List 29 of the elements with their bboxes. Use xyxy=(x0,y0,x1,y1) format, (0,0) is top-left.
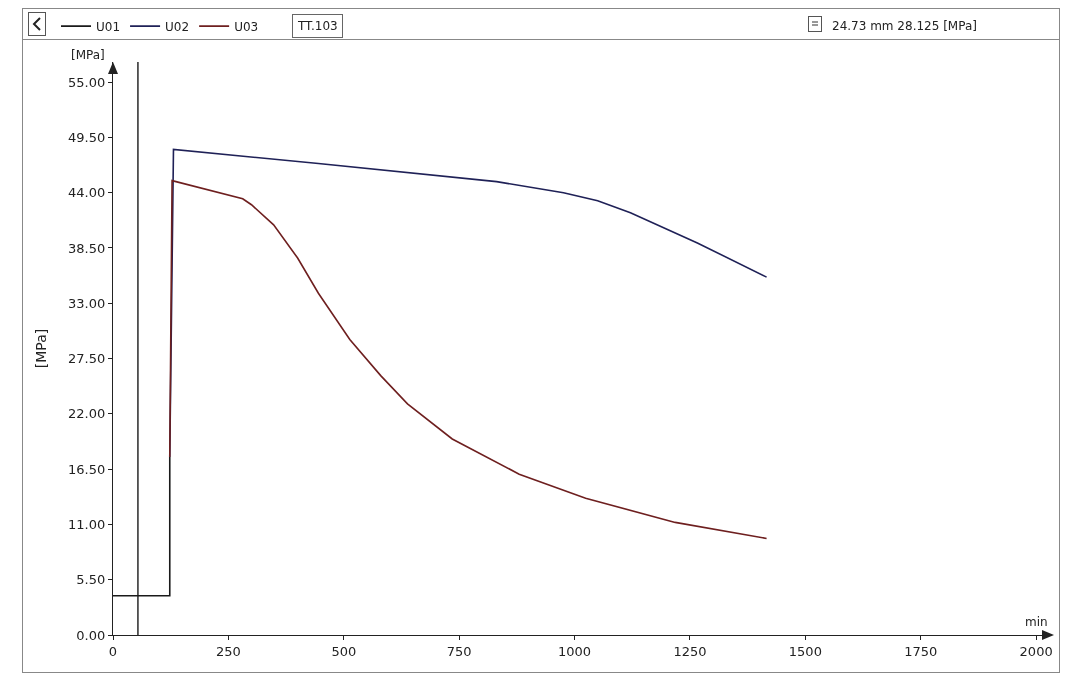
x-tick-label: 0 xyxy=(108,643,118,659)
y-tick-label: 11.00 xyxy=(68,516,106,532)
line-series xyxy=(168,179,768,540)
text: TT.103 xyxy=(297,19,338,33)
y-tick-label: 22.00 xyxy=(68,406,106,422)
y-tick-label: 5.50 xyxy=(76,572,106,588)
x-tick-label: 1000 xyxy=(558,643,592,659)
x-tick-label: 2000 xyxy=(1019,643,1053,659)
x-tick-label: 750 xyxy=(446,643,472,659)
y-axis-title: [MPa] xyxy=(32,328,49,369)
x-tick-label: 1250 xyxy=(673,643,707,659)
y-tick-label: 16.50 xyxy=(68,461,106,477)
y-tick-label: 44.00 xyxy=(68,185,106,201)
x-tick-label: 1500 xyxy=(788,643,822,659)
y-tick-label: 27.50 xyxy=(68,351,106,367)
x-tick-label: 250 xyxy=(215,643,241,659)
y-tick-label: 33.00 xyxy=(68,295,106,311)
y-tick-label: 0.00 xyxy=(76,627,106,643)
legend-label: U03 xyxy=(234,19,259,34)
y-tick-label: 55.00 xyxy=(68,74,106,90)
text: [MPa] xyxy=(71,48,105,62)
x-tick-label: 500 xyxy=(331,643,357,659)
legend-label: U01 xyxy=(96,19,121,34)
legend-label: U02 xyxy=(165,19,190,34)
text: 24.73 mm 28.125 [MPa] xyxy=(832,19,977,33)
y-tick-label: 38.50 xyxy=(68,240,106,256)
x-tick-label: 1750 xyxy=(904,643,938,659)
y-tick-label: 49.50 xyxy=(68,129,106,145)
x-axis-title: min xyxy=(1025,615,1048,629)
